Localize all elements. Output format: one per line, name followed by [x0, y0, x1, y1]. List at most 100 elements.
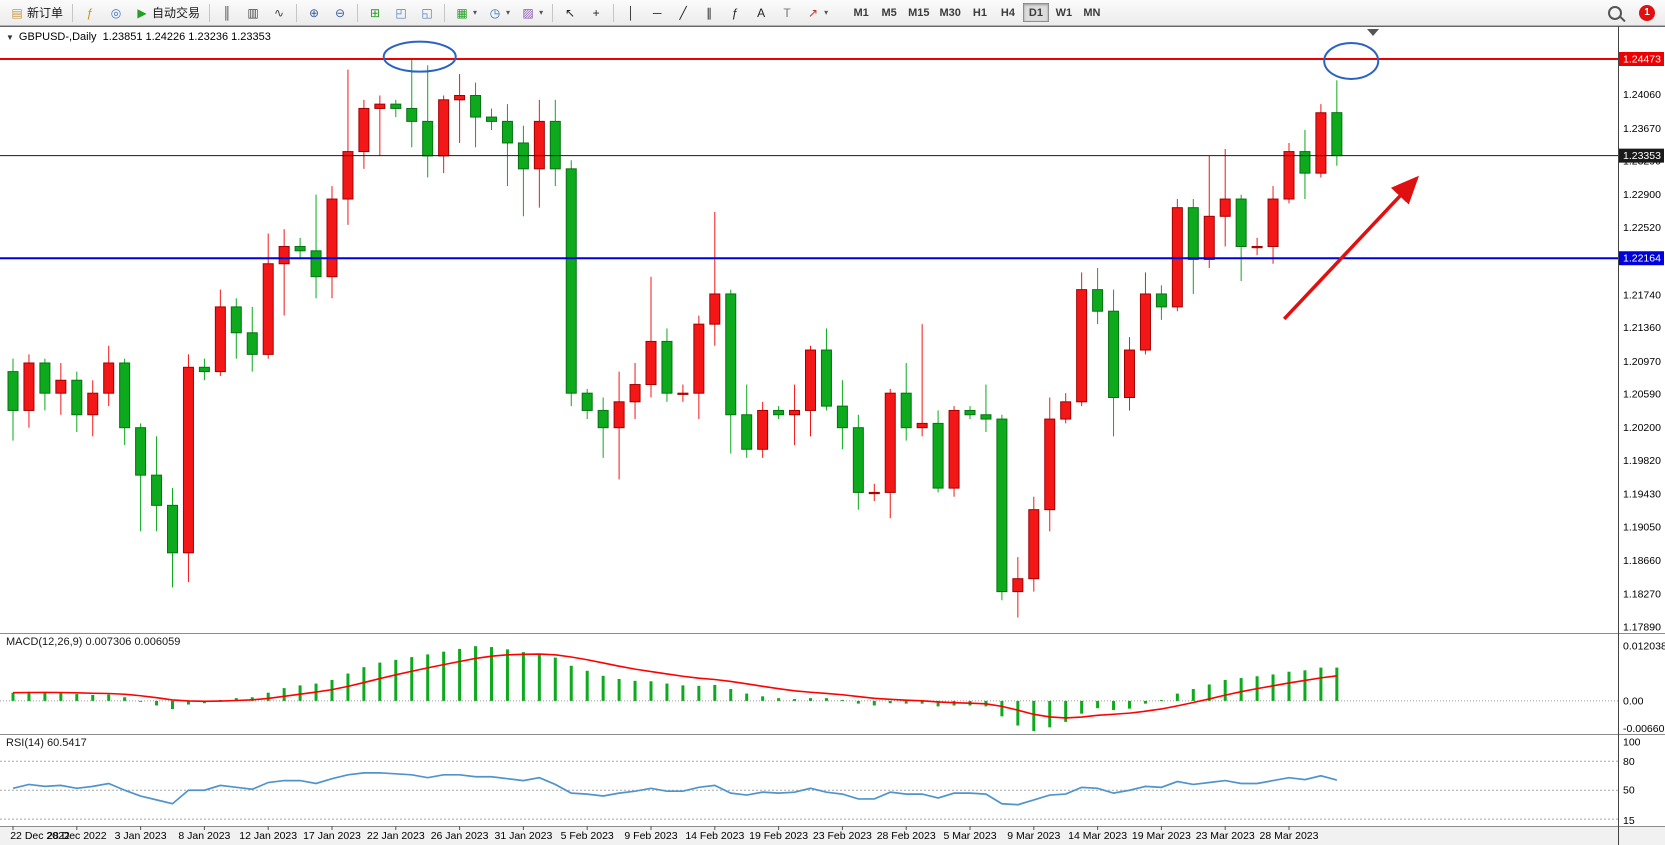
ellipse-annotation[interactable] [382, 40, 457, 73]
candle [629, 362, 641, 420]
bar-chart-icon: ║ [222, 5, 232, 20]
ellipse-annotation[interactable] [1323, 41, 1380, 80]
svg-text:5 Mar 2023: 5 Mar 2023 [943, 830, 996, 842]
timeframe-w1-button[interactable]: W1 [1051, 3, 1077, 22]
price-tag-support-line: 1.22164 [1619, 251, 1664, 266]
channel-icon: ∥ [706, 5, 713, 20]
candle [693, 315, 705, 420]
channel-button[interactable]: ∥ [697, 2, 721, 24]
candle [661, 328, 673, 402]
svg-text:17 Jan 2023: 17 Jan 2023 [303, 830, 361, 842]
text-button[interactable]: A [749, 2, 773, 24]
svg-text:80: 80 [1623, 756, 1635, 768]
candle [103, 345, 115, 407]
svg-text:1.22520: 1.22520 [1623, 222, 1661, 234]
fibonacci-button[interactable]: ƒ [723, 2, 747, 24]
cascade-windows-button[interactable]: ◰ [389, 2, 413, 24]
svg-text:28 Mar 2023: 28 Mar 2023 [1260, 830, 1319, 842]
svg-text:28 Dec 2022: 28 Dec 2022 [47, 830, 107, 842]
timeframe-toolbar: M1 M5 M15 M30 H1 H4 D1 W1 MN [847, 3, 1106, 22]
line-chart-icon: ∿ [274, 5, 285, 20]
one-click-collapse-icon[interactable]: ▼ [6, 33, 14, 42]
svg-text:1.24060: 1.24060 [1623, 89, 1661, 101]
arrows-button[interactable]: ↗ ▾ [801, 2, 832, 24]
timeframe-m5-button[interactable]: M5 [876, 3, 902, 22]
candlestick-chart-button[interactable]: ▥ [241, 2, 265, 24]
label-button[interactable]: T [775, 2, 799, 24]
svg-text:0.00: 0.00 [1623, 695, 1644, 707]
vertical-line-button[interactable]: │ [619, 2, 643, 24]
zoom-out-button[interactable]: ⊖ [328, 2, 352, 24]
notification-badge[interactable]: 1 [1639, 4, 1655, 21]
trend-arrow[interactable] [1282, 175, 1419, 321]
candle [39, 358, 51, 411]
tile-windows-icon: ⊞ [370, 5, 381, 20]
toolbar-separator [357, 3, 359, 22]
metaeditor-icon: ƒ [86, 5, 94, 20]
period-button[interactable]: ◷ ▾ [483, 2, 514, 24]
candle [438, 95, 450, 174]
candle [597, 397, 609, 458]
zoom-in-button[interactable]: ⊕ [302, 2, 326, 24]
candle [182, 354, 194, 583]
candle [23, 354, 35, 428]
timeframe-h1-button[interactable]: H1 [967, 3, 993, 22]
candle [501, 104, 513, 187]
metaeditor-button[interactable]: ƒ [78, 2, 102, 24]
template-button[interactable]: ▨ ▾ [516, 2, 547, 24]
candle [709, 211, 721, 346]
candle [565, 160, 577, 407]
candle [454, 73, 466, 143]
candle [1299, 130, 1311, 200]
timeframe-mn-button[interactable]: MN [1079, 3, 1105, 22]
arrows-icon: ↗ [808, 5, 819, 20]
bar-chart-button[interactable]: ║ [215, 2, 239, 24]
price-axis[interactable]: 1.240601.236701.232901.229001.225201.221… [1619, 52, 1664, 634]
line-chart-button[interactable]: ∿ [267, 2, 291, 24]
candles-layer [7, 59, 1343, 618]
new-order-button[interactable]: ▤ 新订单 [5, 2, 67, 24]
crosshair-button[interactable]: + [584, 2, 608, 24]
chart-shift-marker [1367, 29, 1379, 36]
search-button[interactable] [1604, 2, 1626, 24]
timeframe-d1-button[interactable]: D1 [1022, 3, 1049, 22]
main-toolbar: ▤ 新订单 ƒ ◎ ▶ 自动交易 ║ ▥ ∿ ⊕ ⊖ ⊞ ◰ ◱ ▦ ▾ ◷ ▾ ▨ ▾ ↖ + │ ─ ╱ ∥ ƒ A T ↗ ▾ M1 M… [0, 0, 1665, 26]
trendline-button[interactable]: ╱ [671, 2, 695, 24]
candle [374, 95, 386, 156]
candle [613, 371, 625, 480]
candle [884, 388, 896, 519]
cursor-button[interactable]: ↖ [558, 2, 582, 24]
candle [900, 362, 912, 441]
candle [1012, 557, 1024, 618]
timeframe-m15-button[interactable]: M15 [904, 3, 933, 22]
candle [358, 99, 370, 169]
svg-text:1.23353: 1.23353 [1623, 150, 1661, 162]
macd-label: MACD(12,26,9) 0.007306 0.006059 [6, 636, 180, 648]
autotrading-icon: ▶ [137, 5, 147, 20]
new-chart-button[interactable]: ▦ ▾ [450, 2, 481, 24]
candle [1044, 397, 1056, 532]
drawings-layer [382, 40, 1419, 321]
tile-windows-button[interactable]: ⊞ [363, 2, 387, 24]
arrange-windows-button[interactable]: ◱ [415, 2, 439, 24]
svg-text:1.22900: 1.22900 [1623, 189, 1661, 201]
candle [1092, 268, 1104, 325]
candle [310, 194, 322, 299]
timeframe-m30-button[interactable]: M30 [936, 3, 965, 22]
profile-button[interactable]: ◎ [104, 2, 128, 24]
candle [119, 358, 131, 445]
candle [916, 324, 928, 437]
autotrading-button[interactable]: ▶ 自动交易 [130, 2, 204, 24]
crosshair-icon: + [592, 5, 600, 20]
candle [342, 69, 354, 225]
svg-text:19 Mar 2023: 19 Mar 2023 [1132, 830, 1191, 842]
candle [1076, 272, 1088, 407]
svg-text:23 Mar 2023: 23 Mar 2023 [1196, 830, 1255, 842]
candle [964, 406, 976, 420]
horizontal-line-button[interactable]: ─ [645, 2, 669, 24]
timeframe-m1-button[interactable]: M1 [848, 3, 874, 22]
candle [1219, 148, 1231, 247]
timeframe-h4-button[interactable]: H4 [995, 3, 1021, 22]
